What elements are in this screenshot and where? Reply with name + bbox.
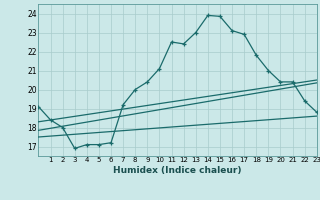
- X-axis label: Humidex (Indice chaleur): Humidex (Indice chaleur): [113, 166, 242, 175]
